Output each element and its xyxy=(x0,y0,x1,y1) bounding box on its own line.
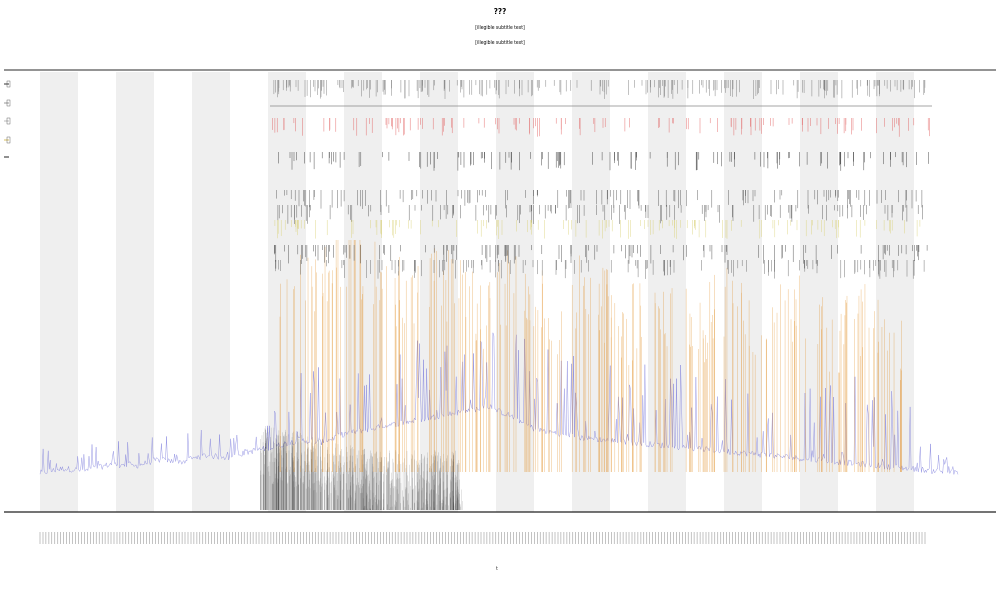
legend-marker xyxy=(6,117,11,125)
background-band xyxy=(192,72,230,512)
background-band xyxy=(724,72,762,512)
legend-marker xyxy=(6,99,11,107)
background-band xyxy=(40,72,78,512)
title-block: ??? [illegible subtitle text] [illegible… xyxy=(0,4,1000,46)
background-band xyxy=(420,72,458,512)
chart-subtitle-2: [illegible subtitle text] xyxy=(475,40,525,46)
chart-subtitle-1: [illegible subtitle text] xyxy=(475,25,525,31)
axes xyxy=(4,69,996,513)
background-band xyxy=(116,72,154,512)
background-band xyxy=(572,72,610,512)
background-bands xyxy=(40,72,914,512)
legend xyxy=(4,80,11,158)
legend-marker xyxy=(6,136,11,144)
series-line-blue xyxy=(39,332,959,475)
chart-title: ??? xyxy=(493,7,507,16)
background-band xyxy=(496,72,534,512)
background-band xyxy=(800,72,838,512)
legend-marker xyxy=(6,80,11,88)
event-tracks xyxy=(270,80,932,279)
x-tick-labels xyxy=(39,532,926,544)
x-axis-label: t xyxy=(496,566,498,572)
plot-area xyxy=(39,240,959,510)
